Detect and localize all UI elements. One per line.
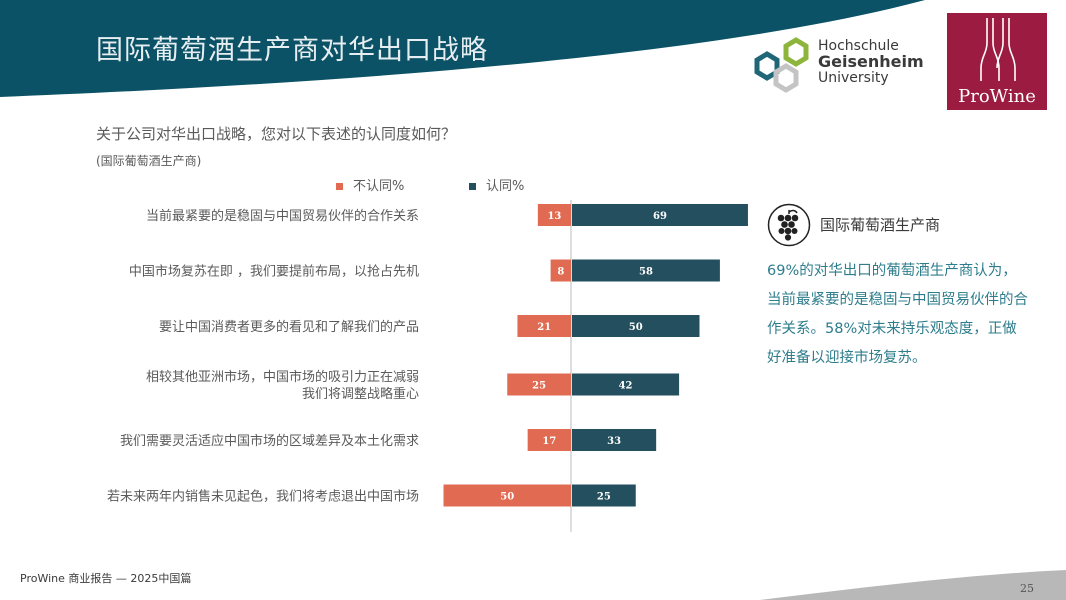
geisenheim-wordmark: Hochschule Geisenheim University: [818, 38, 924, 86]
bar-agree-value: 42: [619, 381, 633, 392]
bar-agree-value: 50: [629, 322, 643, 333]
bar-disagree-value: 50: [500, 492, 514, 503]
legend-disagree-swatch: [336, 183, 343, 190]
bar-disagree: [517, 315, 571, 337]
bar-disagree: [507, 373, 571, 396]
bar-agree: [572, 204, 748, 226]
bar-disagree: [527, 429, 571, 451]
bar-disagree: [537, 204, 571, 226]
bar-agree: [572, 259, 720, 282]
legend-agree: 认同%: [469, 175, 524, 194]
bar-agree-value: 69: [653, 211, 667, 222]
bar-agree: [572, 484, 636, 507]
legend-agree-swatch: [469, 183, 476, 190]
bar-agree: [572, 373, 680, 396]
category-label: 中国市场复苏在即 ，我们要提前布局，以抢占先机: [129, 264, 419, 280]
bar-disagree-value: 13: [547, 211, 561, 222]
page-number: 25: [1020, 582, 1034, 595]
bar-disagree-value: 25: [532, 381, 546, 392]
hexagon-logo-icon: [754, 37, 809, 93]
geisenheim-line1: Hochschule: [818, 38, 899, 54]
side-panel-text: 69%的对华出口的葡萄酒生产商认为，当前最紧要的是稳固与中国贸易伙伴的合作关系。…: [767, 263, 1028, 366]
bar-disagree: [443, 484, 571, 507]
bar-disagree-value: 17: [542, 436, 556, 447]
side-panel-title: 国际葡萄酒生产商: [820, 216, 941, 234]
geisenheim-line3: University: [818, 70, 889, 86]
legend-agree-label: 认同%: [486, 179, 525, 194]
grape-icon: [767, 203, 811, 247]
legend-disagree-label: 不认同%: [353, 179, 405, 194]
bar-agree-value: 33: [607, 436, 621, 447]
bar-agree-value: 58: [639, 267, 653, 278]
header-band: [0, 0, 925, 97]
bar-disagree: [550, 259, 571, 282]
prowine-logo: ProWine: [947, 13, 1047, 110]
category-label: 当前最紧要的是稳固与中国贸易伙伴的合作关系: [146, 208, 419, 224]
footer-text: ProWine 商业报告 — 2025中国篇: [20, 572, 192, 585]
bar-agree-value: 25: [597, 492, 611, 503]
prowine-logo-text: ProWine: [958, 86, 1036, 107]
chart-question: 关于公司对华出口战略，您对以下表述的认同度如何？: [96, 125, 457, 143]
category-label: 我们将调整战略重心: [302, 386, 419, 402]
bar-agree: [572, 429, 657, 451]
footer-band: [760, 570, 1066, 600]
category-label: 若未来两年内销售未见起色，我们将考虑退出中国市场: [107, 489, 419, 505]
wine-bottles-icon: [980, 18, 1016, 81]
page-title: 国际葡萄酒生产商对华出口战略: [96, 35, 488, 66]
bar-disagree-value: 8: [557, 267, 564, 278]
bar-disagree-value: 21: [537, 322, 551, 333]
category-label: 要让中国消费者更多的看见和了解我们的产品: [159, 319, 419, 335]
bar-agree: [572, 315, 700, 337]
geisenheim-logo: Hochschule Geisenheim University: [752, 36, 932, 96]
legend-disagree: 不认同%: [336, 175, 404, 194]
geisenheim-line2: Geisenheim: [818, 52, 924, 71]
diverging-bar-chart: 当前最紧要的是稳固与中国贸易伙伴的合作关系 13 69 中国市场复苏在即 ，我们要提前…: [107, 200, 748, 532]
chart-subgroup: (国际葡萄酒生产商): [96, 154, 202, 168]
category-label: 相较其他亚洲市场，中国市场的吸引力正在减弱: [146, 369, 419, 385]
category-label: 我们需要灵活适应中国市场的区域差异及本土化需求: [120, 433, 419, 449]
